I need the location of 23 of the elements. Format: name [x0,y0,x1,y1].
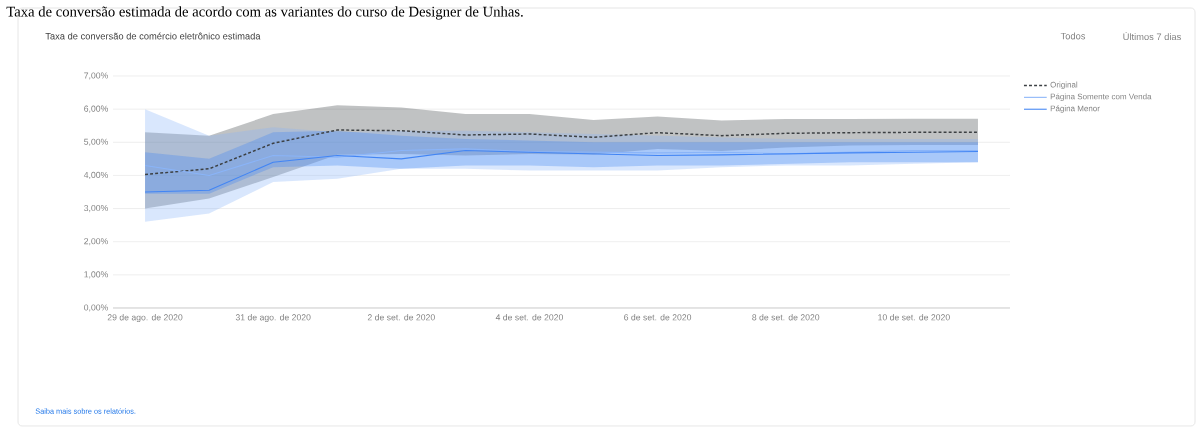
x-tick-label: 2 de set. de 2020 [367,314,435,321]
x-tick-label: 6 de set. de 2020 [624,314,692,321]
y-tick-label: 2,00% [84,238,108,246]
y-tick-label: 6,00% [84,105,108,113]
line-series [144,129,979,176]
y-tick-label: 3,00% [84,204,108,213]
legend-label: Página Menor [1050,105,1100,113]
x-tick-label: 8 de set. de 2020 [752,314,820,321]
y-tick-label: 4,00% [83,171,108,179]
y-tick-label: 0,00% [84,304,108,312]
x-tick-label: 4 de set. de 2020 [495,314,563,321]
x-tick-label: 29 de ago. de 2020 [107,314,183,323]
chart-title: Taxa de conversão de comércio eletrônico estimada [45,32,261,40]
y-tick-label: 5,00% [84,138,108,146]
legend-label: Página Somente com Venda [1050,93,1152,101]
y-tick-label: 7,00% [84,72,108,80]
text: Taxa de conversão estimada de acordo com as variantes do curso de Designer de Unhas. [6,6,523,20]
legend-label: Original [1050,81,1078,90]
x-tick-label: 31 de ago. de 2020 [235,314,311,323]
y-tick-label: 1,00% [84,271,108,279]
text: Últimos 7 dias [1123,31,1181,41]
x-tick-label: 10 de set. de 2020 [878,314,950,321]
text: Todos [1060,32,1086,40]
